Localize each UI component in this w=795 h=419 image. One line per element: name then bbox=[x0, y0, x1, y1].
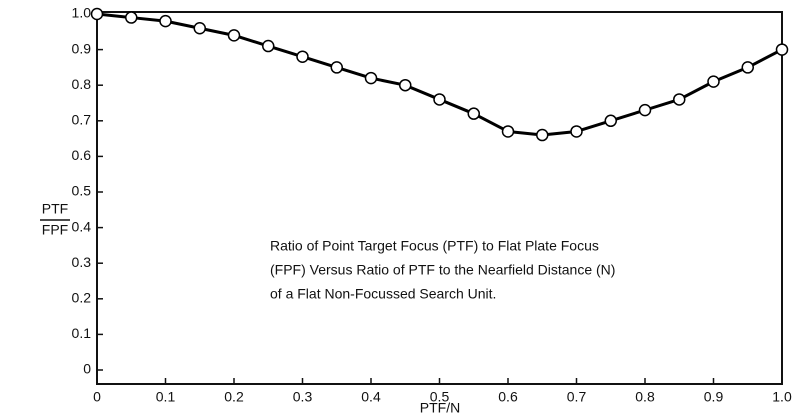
point bbox=[399, 78, 412, 92]
point bbox=[536, 128, 549, 142]
x-tick-label: 0 bbox=[93, 389, 101, 405]
point bbox=[227, 29, 241, 42]
point bbox=[741, 61, 754, 74]
point bbox=[193, 21, 206, 35]
y-tick-label: 0.5 bbox=[72, 183, 92, 199]
annotation: (FPF) Versus Ratio of PTF to the Nearfie… bbox=[270, 262, 615, 278]
x-tick-label: 1.0 bbox=[772, 389, 792, 405]
point bbox=[330, 61, 343, 74]
x-tick-label: 0.6 bbox=[498, 389, 518, 405]
annotation: of a Flat Non-Focussed Search Unit. bbox=[270, 286, 496, 302]
point bbox=[364, 71, 378, 85]
point bbox=[501, 125, 515, 138]
y-tick-label: 0.1 bbox=[72, 325, 92, 341]
y-tick-label: 0.4 bbox=[72, 218, 92, 234]
plot-frame bbox=[96, 11, 783, 385]
x-tick-label: 0.3 bbox=[293, 389, 313, 405]
point bbox=[673, 93, 686, 106]
x-tick-label: 0.7 bbox=[567, 389, 587, 405]
annotation: Ratio of Point Target Focus (PTF) to Fla… bbox=[270, 238, 599, 254]
x-tick-label: 0.9 bbox=[704, 389, 724, 405]
point bbox=[125, 11, 138, 24]
point bbox=[707, 75, 720, 88]
y-label-denominator: FPF bbox=[42, 222, 68, 238]
point bbox=[296, 50, 309, 63]
point bbox=[775, 43, 789, 56]
x-tick-label: 0.8 bbox=[635, 389, 655, 405]
y-tick-label: 1.0 bbox=[72, 5, 92, 21]
x-tick-label: 0.1 bbox=[156, 389, 176, 405]
y-tick-label: 0.2 bbox=[72, 290, 92, 306]
y-tick-label: 0 bbox=[83, 361, 91, 377]
y-tick-label: 0.8 bbox=[72, 76, 92, 92]
point bbox=[570, 125, 583, 138]
x-tick-label: 0.4 bbox=[361, 389, 381, 405]
x-tick-label: 0.2 bbox=[224, 389, 244, 405]
point bbox=[159, 14, 172, 28]
y-label-numerator: PTF bbox=[42, 201, 68, 217]
y-tick-label: 0.9 bbox=[72, 40, 92, 56]
point bbox=[467, 107, 480, 120]
y-tick-label: 0.6 bbox=[72, 147, 92, 163]
point bbox=[638, 103, 652, 117]
point bbox=[90, 7, 104, 21]
x-tick-label: 0.5 bbox=[430, 389, 450, 405]
point bbox=[262, 39, 275, 53]
x-label: PTF/N bbox=[420, 400, 460, 416]
y-tick-label: 0.7 bbox=[72, 112, 92, 128]
point bbox=[604, 114, 617, 128]
y-tick-label: 0.3 bbox=[72, 254, 92, 270]
point bbox=[433, 93, 446, 106]
